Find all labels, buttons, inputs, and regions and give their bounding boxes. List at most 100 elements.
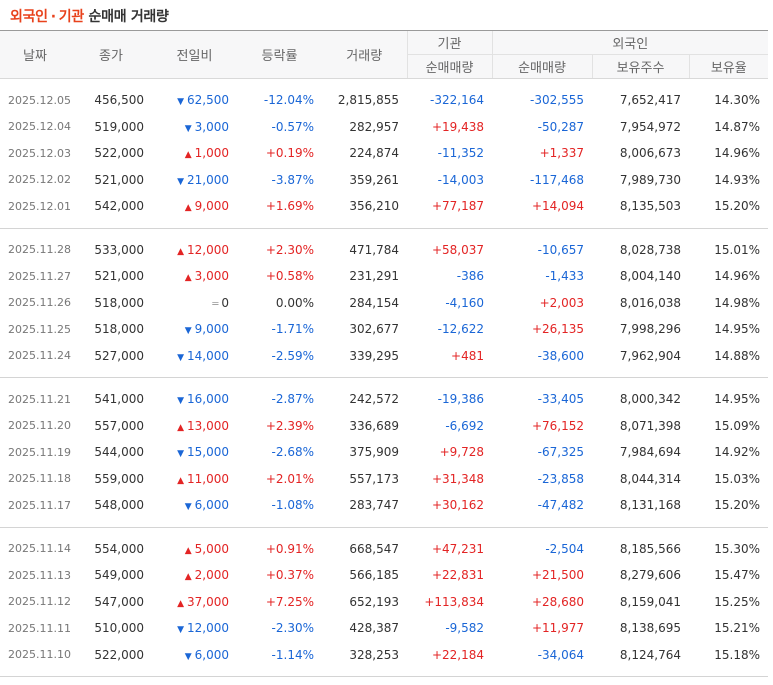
row-foreign-hold: 8,071,398 xyxy=(619,418,681,433)
row-date: 2025.12.03 xyxy=(8,146,71,160)
row-change: ▲ 9,000 xyxy=(152,193,237,220)
row-close: 533,000 xyxy=(94,242,144,257)
row-foreign-ratio: 14.95% xyxy=(714,392,761,407)
row-rate: +2.39% xyxy=(265,418,314,433)
up-arrow-icon: ▲ xyxy=(177,246,184,257)
header-foreign-net: 순매매량 xyxy=(491,54,592,79)
row-date: 2025.11.11 xyxy=(8,621,71,635)
row-volume: 224,874 xyxy=(349,146,399,161)
row-inst-net: +31,348 xyxy=(431,471,484,486)
row-inst-net: -11,352 xyxy=(437,146,484,161)
row-change: ▲ 12,000 xyxy=(152,237,237,264)
row-foreign-hold: 8,006,673 xyxy=(619,146,681,161)
table-row: 2025.11.10 522,000 ▼ 6,000 -1.14% 328,253 +22,… xyxy=(0,642,768,669)
row-inst-net: +19,438 xyxy=(431,119,484,134)
row-date: 2025.11.21 xyxy=(8,392,71,406)
row-volume: 359,261 xyxy=(349,172,399,187)
row-volume: 428,387 xyxy=(349,621,399,636)
row-date: 2025.12.01 xyxy=(8,199,71,213)
row-change-value: 5,000 xyxy=(194,541,229,556)
table-row: 2025.11.14 554,000 ▲ 5,000 +0.91% 668,547 +47,… xyxy=(0,536,768,563)
row-inst-net: +9,728 xyxy=(439,445,484,460)
week-divider xyxy=(0,369,769,378)
row-foreign-net: +14,094 xyxy=(531,199,584,214)
row-foreign-hold: 8,124,764 xyxy=(619,647,681,662)
table-row: 2025.11.25 518,000 ▼ 9,000 -1.71% 302,677 -12,… xyxy=(0,316,768,343)
row-volume: 231,291 xyxy=(349,269,399,284)
row-change: ▼ 15,000 xyxy=(152,439,237,466)
row-volume: 302,677 xyxy=(349,322,399,337)
row-rate: -2.87% xyxy=(271,392,314,407)
row-change-value: 11,000 xyxy=(187,471,229,486)
row-change: ▲ 11,000 xyxy=(152,466,237,493)
table-row: 2025.11.20 557,000 ▲ 13,000 +2.39% 336,689 -6,… xyxy=(0,413,768,440)
row-foreign-net: +28,680 xyxy=(531,594,584,609)
header-inst-net: 순매매량 xyxy=(406,54,492,79)
row-foreign-ratio: 15.01% xyxy=(714,242,761,257)
row-inst-net: -4,160 xyxy=(445,295,484,310)
row-change: ▼ 14,000 xyxy=(152,343,237,370)
row-change-value: 16,000 xyxy=(187,392,229,407)
row-foreign-ratio: 15.09% xyxy=(714,418,761,433)
row-change: ▲ 2,000 xyxy=(152,562,237,589)
row-inst-net: -9,582 xyxy=(445,621,484,636)
row-foreign-ratio: 14.98% xyxy=(714,295,761,310)
row-volume: 566,185 xyxy=(349,568,399,583)
down-arrow-icon: ▼ xyxy=(177,176,184,187)
row-volume: 668,547 xyxy=(349,541,399,556)
up-arrow-icon: ▲ xyxy=(177,422,184,433)
row-change: ▼ 6,000 xyxy=(152,492,237,519)
row-date: 2025.11.20 xyxy=(8,419,71,433)
table-row: 2025.11.28 533,000 ▲ 12,000 +2.30% 471,784 +58… xyxy=(0,237,768,264)
up-arrow-icon: ▲ xyxy=(177,598,184,609)
row-rate: +1.69% xyxy=(265,199,314,214)
table-row: 2025.11.19 544,000 ▼ 15,000 -2.68% 375,909 +9,… xyxy=(0,439,768,466)
row-foreign-hold: 7,984,694 xyxy=(619,445,681,460)
row-rate: -1.14% xyxy=(271,647,314,662)
down-arrow-icon: ▼ xyxy=(184,326,192,337)
row-foreign-hold: 8,131,168 xyxy=(619,498,681,513)
up-arrow-icon: ▲ xyxy=(184,203,192,214)
row-date: 2025.11.14 xyxy=(8,542,71,556)
row-date: 2025.12.05 xyxy=(8,93,71,107)
row-change-value: 12,000 xyxy=(187,242,229,257)
row-foreign-hold: 7,989,730 xyxy=(619,172,681,187)
row-foreign-net: -117,468 xyxy=(530,172,584,187)
row-foreign-net: +1,337 xyxy=(539,146,584,161)
row-close: 544,000 xyxy=(94,445,144,460)
row-change-value: 21,000 xyxy=(187,172,229,187)
row-volume: 283,747 xyxy=(349,498,399,513)
header-date: 날짜 xyxy=(0,30,70,79)
row-change-value: 9,000 xyxy=(194,199,229,214)
row-foreign-hold: 8,138,695 xyxy=(619,621,681,636)
row-foreign-ratio: 14.95% xyxy=(714,322,761,337)
row-close: 518,000 xyxy=(94,322,144,337)
row-rate: -1.08% xyxy=(271,498,314,513)
header-volume: 거래량 xyxy=(322,30,407,79)
down-arrow-icon: ▼ xyxy=(184,123,192,134)
row-close: 549,000 xyxy=(94,568,144,583)
row-close: 518,000 xyxy=(94,295,144,310)
down-arrow-icon: ▼ xyxy=(184,502,192,513)
flat-arrow-icon: ═ xyxy=(212,298,219,310)
title-suffix: 순매매 거래량 xyxy=(88,9,169,25)
row-foreign-hold: 7,998,296 xyxy=(619,322,681,337)
row-volume: 557,173 xyxy=(349,471,399,486)
row-volume: 282,957 xyxy=(349,119,399,134)
table-row: 2025.12.03 522,000 ▲ 1,000 +0.19% 224,874 -11,… xyxy=(0,140,768,167)
row-close: 548,000 xyxy=(94,498,144,513)
down-arrow-icon: ▼ xyxy=(184,651,192,662)
row-foreign-hold: 8,159,041 xyxy=(619,594,681,609)
down-arrow-icon: ▼ xyxy=(177,352,184,363)
row-change: ▲ 1,000 xyxy=(152,140,237,167)
row-rate: -2.59% xyxy=(271,348,314,363)
row-change-value: 13,000 xyxy=(187,418,229,433)
row-close: 541,000 xyxy=(94,392,144,407)
row-volume: 356,210 xyxy=(349,199,399,214)
down-arrow-icon: ▼ xyxy=(177,449,184,460)
row-rate: 0.00% xyxy=(275,295,314,310)
row-foreign-net: -47,482 xyxy=(537,498,584,513)
row-date: 2025.11.18 xyxy=(8,472,71,486)
row-close: 547,000 xyxy=(94,594,144,609)
row-foreign-hold: 7,962,904 xyxy=(619,348,681,363)
